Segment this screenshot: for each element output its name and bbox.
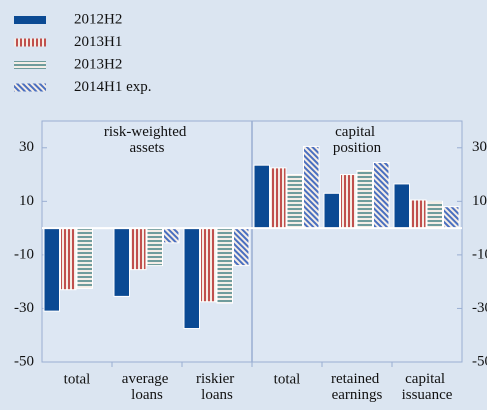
x-tick-label: total [274,371,301,387]
bar [286,174,303,229]
bar [60,227,77,291]
y-tick-label-right: -50 [472,353,487,369]
x-tick-label: total [64,371,91,387]
legend-label: 2013H1 [74,34,122,50]
y-tick-label: -50 [14,353,34,369]
bar [393,183,410,229]
bar [146,227,163,267]
legend-swatch [14,38,46,47]
x-tick-label: retained earnings [331,371,383,403]
legend-label: 2013H2 [74,56,122,72]
bar [163,227,180,244]
bar [340,174,357,229]
y-tick-label-right: 10 [472,193,487,209]
legend-swatch [14,83,46,92]
y-tick-label: 30 [19,139,34,155]
bar [216,227,233,304]
legend-label: 2012H2 [74,11,122,27]
bar [43,227,60,312]
y-tick-label-right: -10 [472,246,487,262]
legend-swatch [14,16,46,24]
y-tick-label: -10 [14,246,34,262]
bar [200,227,217,303]
bar [130,227,147,271]
y-tick-label: 10 [19,193,34,209]
legend-swatch [14,61,46,69]
x-tick-label: average loans [122,371,172,403]
legend-label: 2014H1 exp. [74,79,152,95]
bar [443,206,460,229]
bar [113,227,130,297]
bar [233,227,250,267]
bar [426,200,443,229]
panel-label: risk-weighted assets [104,124,190,156]
bar [323,192,340,229]
bar [270,167,287,229]
bar [373,162,390,229]
y-tick-label-right: -30 [472,300,487,316]
y-tick-label: -30 [14,300,34,316]
bar [253,164,270,229]
panel-label: capital position [333,124,382,156]
bar [76,227,93,289]
y-tick-label-right: 30 [472,139,487,155]
bar [356,170,373,229]
bar [410,199,427,229]
bar [303,145,320,229]
x-tick-label: riskier loans [196,371,238,403]
x-tick-label: capital issuance [402,371,453,403]
bar [183,227,200,330]
